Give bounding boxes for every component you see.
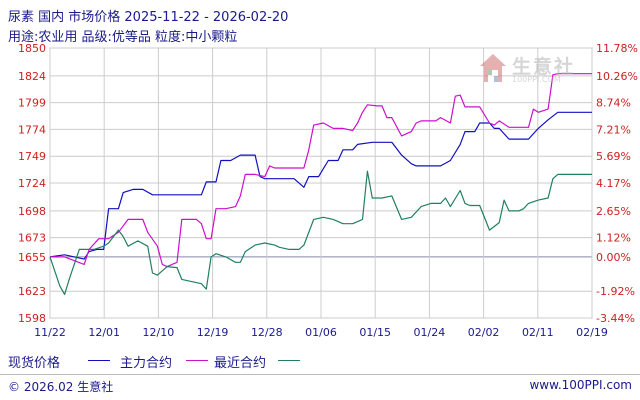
x-tick-label: 02/11	[522, 326, 554, 339]
y-tick-label-left: 1598	[18, 312, 46, 325]
chart-subtitle: 用途:农业用 品级:优等品 粒度:中小颗粒	[8, 30, 238, 45]
price-chart: 1850 1824 1799 1774 1749 1724 1698 1673 1655 1623…	[18, 42, 638, 339]
legend-line-recent	[278, 360, 300, 361]
y-tick-label-left: 1774	[18, 123, 46, 136]
site-url: www.100PPI.com	[529, 378, 632, 392]
y-tick-label-right: 11.78%	[596, 42, 638, 55]
legend-label-spot: 现货价格	[8, 356, 61, 371]
footer-divider	[0, 374, 640, 375]
x-tick-label: 01/06	[305, 326, 337, 339]
y-tick-label-left: 1623	[18, 285, 46, 298]
legend-label-main: 主力合约	[120, 356, 173, 371]
y-tick-label-left: 1799	[18, 97, 46, 110]
y-tick-label-right: 8.74%	[596, 97, 631, 110]
y-tick-label-left: 1724	[18, 177, 46, 190]
y-tick-label-right: 10.26%	[596, 70, 638, 83]
x-tick-label: 02/19	[576, 326, 608, 339]
y-tick-label-left: 1673	[18, 232, 46, 245]
x-tick-label: 12/19	[197, 326, 229, 339]
series-line-main	[50, 73, 592, 268]
y-tick-label-right: 5.69%	[596, 150, 631, 163]
y-tick-label-left: 1749	[18, 150, 46, 163]
chart-title: 尿素 国内 市场价格 2025-11-22 - 2026-02-20	[8, 10, 289, 25]
y-tick-label-right: 0.00%	[596, 251, 631, 264]
y-tick-label-right: -3.44%	[596, 312, 635, 325]
copyright-text: © 2026.02 生意社	[8, 380, 114, 394]
y-tick-label-right: 7.21%	[596, 123, 631, 136]
x-tick-label: 01/15	[359, 326, 391, 339]
house-icon	[480, 54, 506, 82]
y-tick-label-right: 1.12%	[596, 232, 631, 245]
y-axis-left: 1850 1824 1799 1774 1749 1724 1698 1673 1655 1623…	[18, 42, 46, 325]
series-line-spot	[49, 111, 592, 260]
y-tick-label-right: 4.17%	[596, 177, 631, 190]
legend-line-main	[186, 360, 208, 361]
y-axis-right: 11.78% 10.26% 8.74% 7.21% 5.69% 4.17% 2.65% 1.1…	[596, 42, 638, 325]
y-tick-label-left: 1824	[18, 70, 46, 83]
y-tick-label-left: 1698	[18, 205, 46, 218]
y-tick-label-right: 2.65%	[596, 205, 631, 218]
legend-label-recent: 最近合约	[214, 356, 267, 371]
watermark-logo: 生意社 100PPI.COM	[478, 50, 588, 90]
watermark-url: 100PPI.COM	[512, 75, 561, 84]
series-line-recent	[49, 170, 592, 295]
series-lines	[49, 73, 592, 295]
watermark-text: 生意社	[512, 56, 576, 78]
y-tick-label-left: 1850	[18, 42, 46, 55]
legend-line-spot	[88, 360, 110, 361]
y-tick-label-left: 1655	[18, 251, 46, 264]
x-tick-label: 12/28	[251, 326, 283, 339]
x-tick-label: 11/22	[34, 326, 66, 339]
x-tick-label: 01/24	[414, 326, 446, 339]
y-tick-label-right: -1.92%	[596, 285, 635, 298]
x-tick-label: 12/10	[143, 326, 175, 339]
x-axis: 11/22 12/01 12/10 12/19 12/28 01/06 01/15 01/24…	[34, 326, 608, 339]
x-tick-label: 02/02	[468, 326, 500, 339]
x-tick-label: 12/01	[88, 326, 120, 339]
